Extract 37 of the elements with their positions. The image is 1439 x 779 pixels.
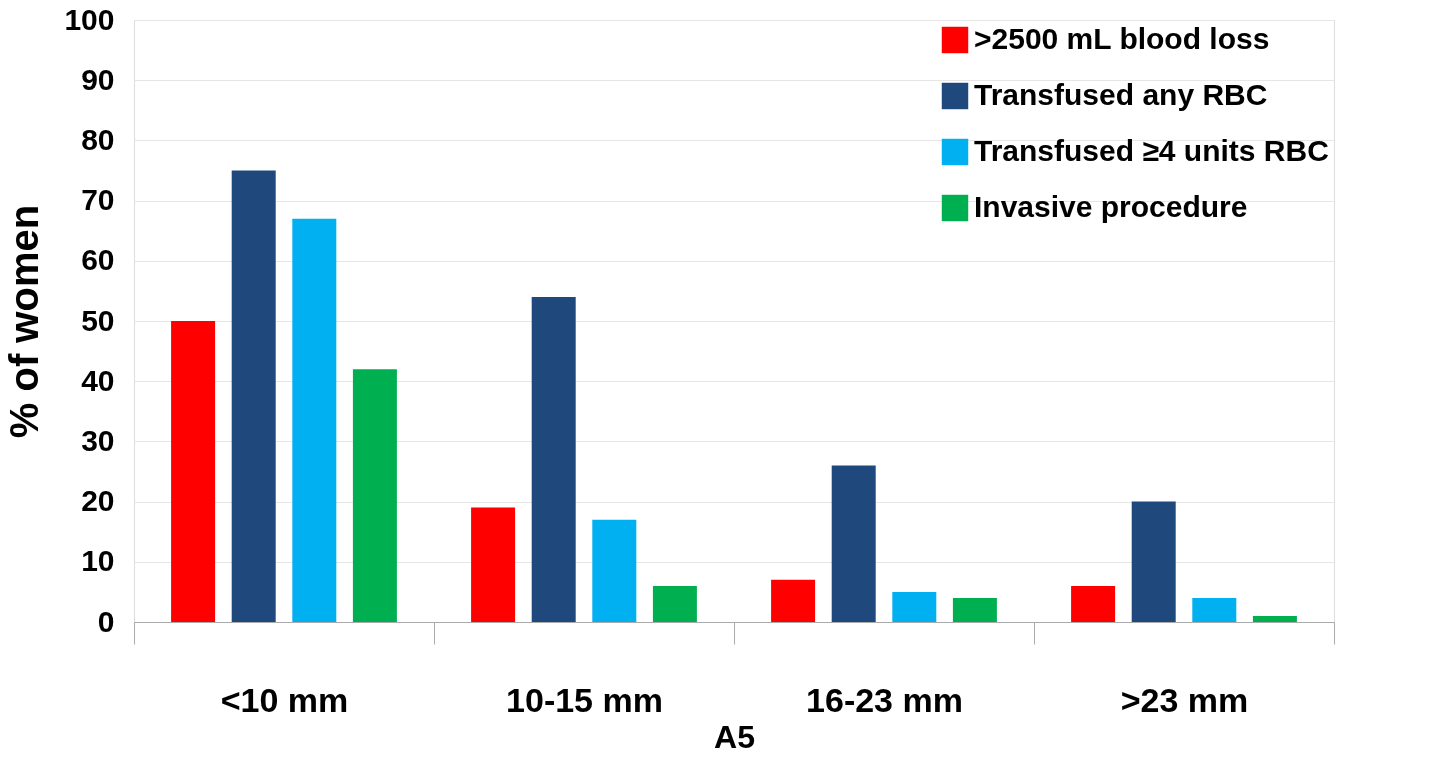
x-tick-label: >23 mm [1120, 680, 1249, 719]
bar [892, 591, 937, 622]
bar [171, 321, 216, 622]
y-tick-label: 10 [81, 544, 115, 578]
y-tick-label: 90 [81, 62, 115, 96]
y-tick-label: 80 [81, 122, 115, 156]
x-tick-label: 16-23 mm [806, 680, 963, 719]
bar [592, 519, 637, 622]
bar [1192, 597, 1237, 622]
y-tick-label: 20 [81, 484, 115, 518]
legend-label: Transfused ≥4 units RBC [974, 134, 1329, 167]
y-tick-label: 40 [81, 363, 115, 397]
bar [471, 507, 516, 622]
x-axis-title: A5 [714, 718, 755, 755]
y-tick-label: 100 [64, 2, 115, 36]
y-tick-label: 60 [81, 243, 115, 277]
bar [1071, 585, 1116, 622]
y-axis-title: % of women [2, 204, 47, 439]
bar [952, 597, 997, 622]
bar [352, 369, 397, 622]
x-tick-label: 10-15 mm [506, 680, 663, 719]
x-tick-label: <10 mm [220, 680, 349, 719]
legend-label: Invasive procedure [974, 190, 1248, 223]
bar [652, 585, 697, 622]
bar [292, 218, 337, 622]
bar [1252, 615, 1297, 622]
bar [231, 170, 276, 622]
y-tick-label: 30 [81, 423, 115, 457]
bar [831, 465, 876, 622]
y-tick-label: 0 [97, 604, 115, 638]
bar [771, 579, 816, 622]
bar [531, 296, 576, 622]
y-tick-label: 70 [81, 183, 115, 217]
legend-label: Transfused any RBC [974, 78, 1268, 111]
legend-label: >2500 mL blood loss [974, 22, 1270, 55]
bar [1131, 501, 1176, 622]
y-tick-label: 50 [81, 303, 115, 337]
